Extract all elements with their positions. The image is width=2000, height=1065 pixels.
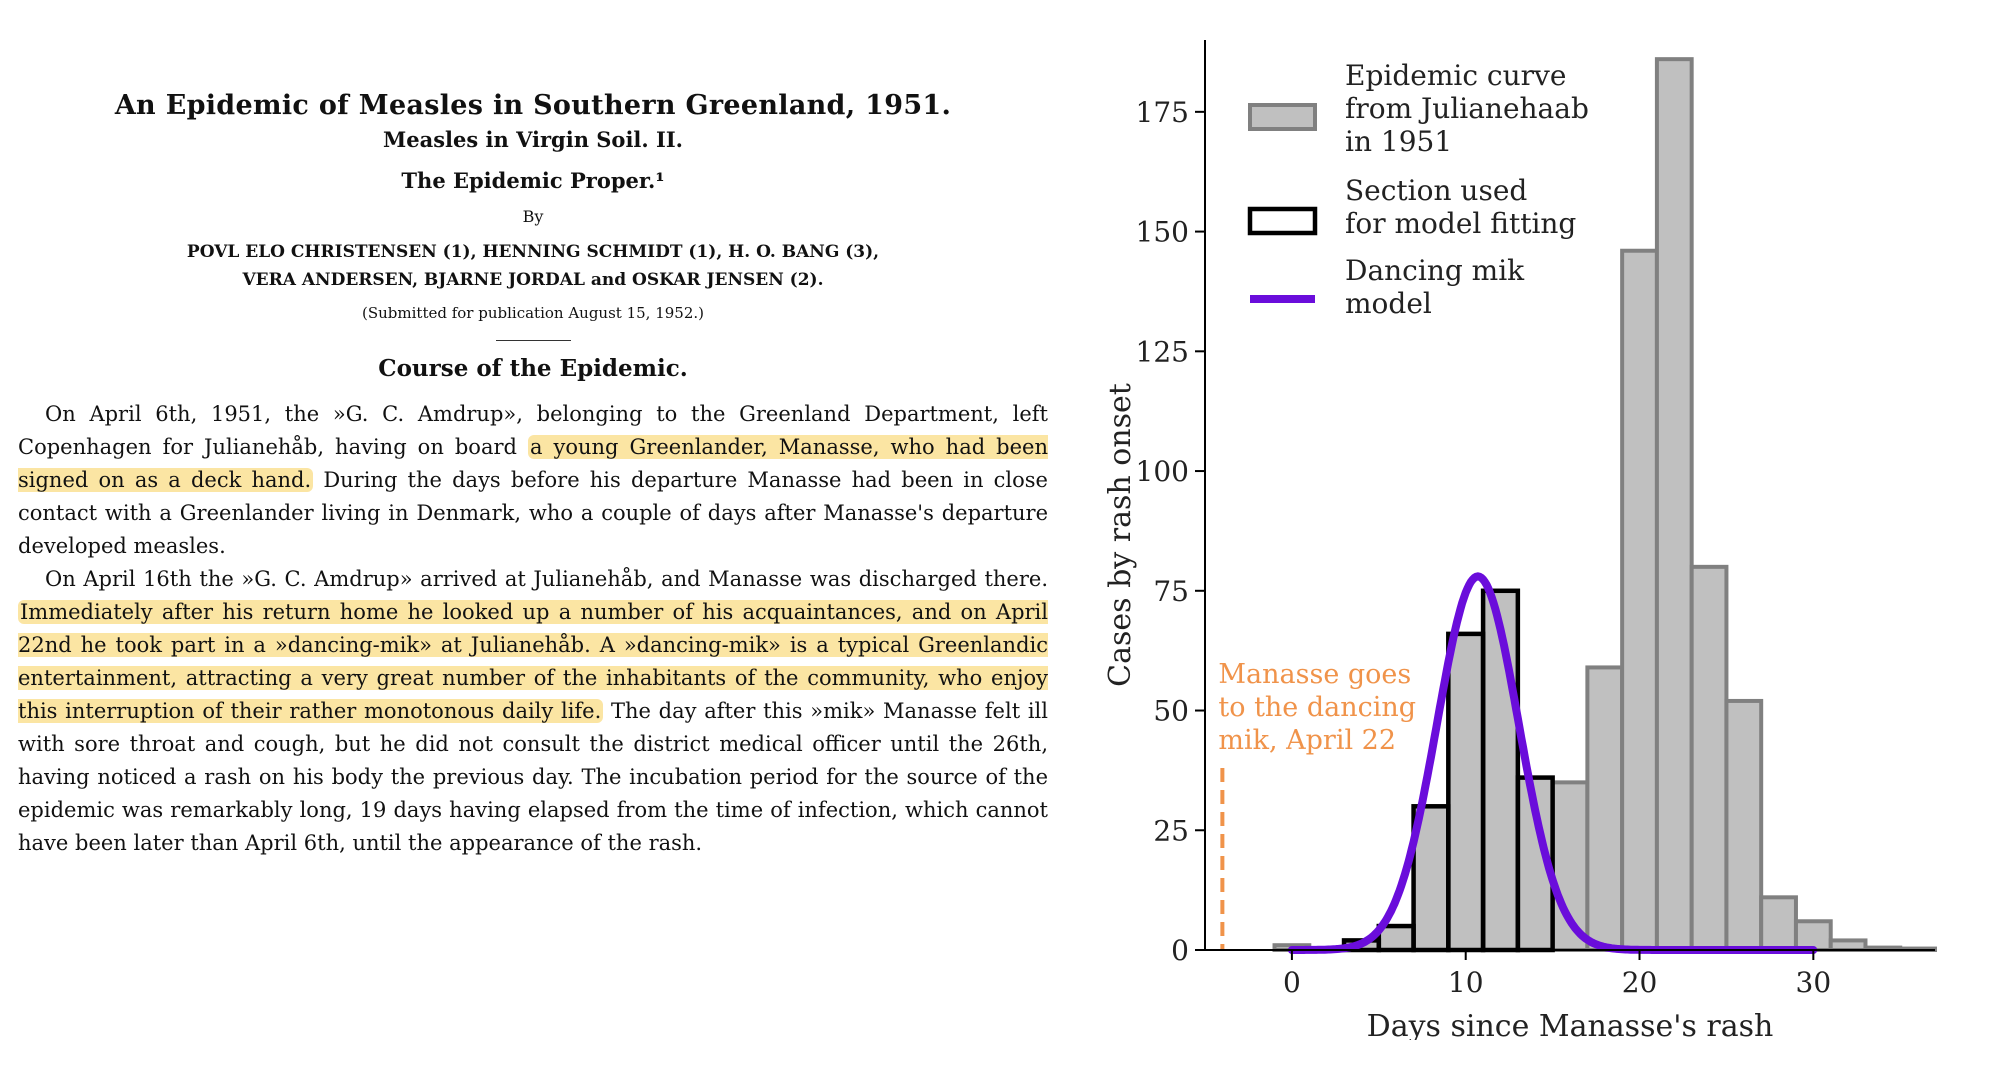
paper-title: An Epidemic of Measles in Southern Green… — [114, 90, 952, 121]
epidemic-bar — [1828, 938, 1868, 953]
epidemic-bar — [1689, 564, 1729, 952]
legend-label-1: in 1951 — [1345, 125, 1452, 158]
epidemic-bar — [1585, 665, 1625, 953]
epidemic-bar — [1446, 631, 1486, 952]
annotation-text: to the dancing — [1218, 692, 1416, 723]
x-tick-label: 0 — [1283, 966, 1301, 999]
legend-swatch-fitting — [1247, 206, 1318, 236]
y-tick-label: 100 — [1136, 455, 1189, 488]
annotation-text: Manasse goes — [1218, 659, 1411, 690]
y-tick-label: 125 — [1136, 335, 1189, 368]
paragraph-2-text-a: On April 16th the »G. C. Amdrup» arrived… — [45, 567, 1048, 591]
authors-line-1: POVL ELO CHRISTENSEN (1), HENNING SCHMID… — [186, 242, 880, 262]
authors-line-2: VERA ANDERSEN, BJARNE JORDAL and OSKAR J… — [242, 270, 824, 290]
paper-excerpt: An Epidemic of Measles in Southern Green… — [18, 90, 1048, 860]
paragraph-2: On April 16th the »G. C. Amdrup» arrived… — [18, 563, 1048, 860]
authors: POVL ELO CHRISTENSEN (1), HENNING SCHMID… — [18, 238, 1048, 294]
legend-swatch-epidemic — [1248, 103, 1317, 131]
x-axis-label: Days since Manasse's rash — [1367, 1009, 1774, 1040]
submitted-note: (Submitted for publication August 15, 19… — [362, 304, 704, 322]
paper-subtitle-2: The Epidemic Proper.¹ — [401, 168, 665, 193]
paragraph-1: On April 6th, 1951, the »G. C. Amdrup», … — [18, 398, 1048, 563]
y-tick-label: 75 — [1153, 575, 1189, 608]
epidemic-bar — [1654, 57, 1694, 952]
section-heading: Course of the Epidemic. — [378, 355, 688, 382]
by-label: By — [522, 207, 544, 226]
x-tick-label: 20 — [1622, 966, 1658, 999]
legend-label-2: for model fitting — [1345, 207, 1576, 240]
epidemic-bar — [1793, 919, 1833, 953]
x-tick-label: 30 — [1796, 966, 1832, 999]
legend-label-1: Epidemic curve — [1345, 59, 1566, 92]
annotation-text: mik, April 22 — [1218, 725, 1396, 756]
paragraph-1-text-a: On April 6th, 1951, the »G. C. Amdrup», … — [18, 402, 1048, 459]
epidemic-bar — [1620, 248, 1659, 953]
y-tick-label: 50 — [1153, 695, 1189, 728]
paragraph-1-text-b: During the days before his departure Man… — [18, 468, 1048, 558]
epidemic-bar — [1724, 698, 1764, 953]
y-tick-label: 150 — [1136, 216, 1189, 249]
legend-label-1: from Julianehaab — [1345, 92, 1589, 125]
legend-label-3: model — [1345, 287, 1432, 320]
y-tick-label: 0 — [1171, 934, 1189, 967]
paragraph-2-text-b: The day after this »mik» Manasse felt il… — [18, 699, 1048, 855]
legend-label-3: Dancing mik — [1345, 254, 1525, 287]
y-tick-label: 25 — [1153, 814, 1189, 847]
divider — [495, 340, 571, 341]
y-tick-label: 175 — [1136, 96, 1189, 129]
x-tick-label: 10 — [1448, 966, 1484, 999]
legend-label-2: Section used — [1345, 174, 1527, 207]
y-axis-label: Cases by rash onset — [1103, 383, 1138, 687]
epidemic-bar — [1759, 895, 1798, 953]
paper-subtitle: Measles in Virgin Soil. II. — [383, 127, 683, 152]
